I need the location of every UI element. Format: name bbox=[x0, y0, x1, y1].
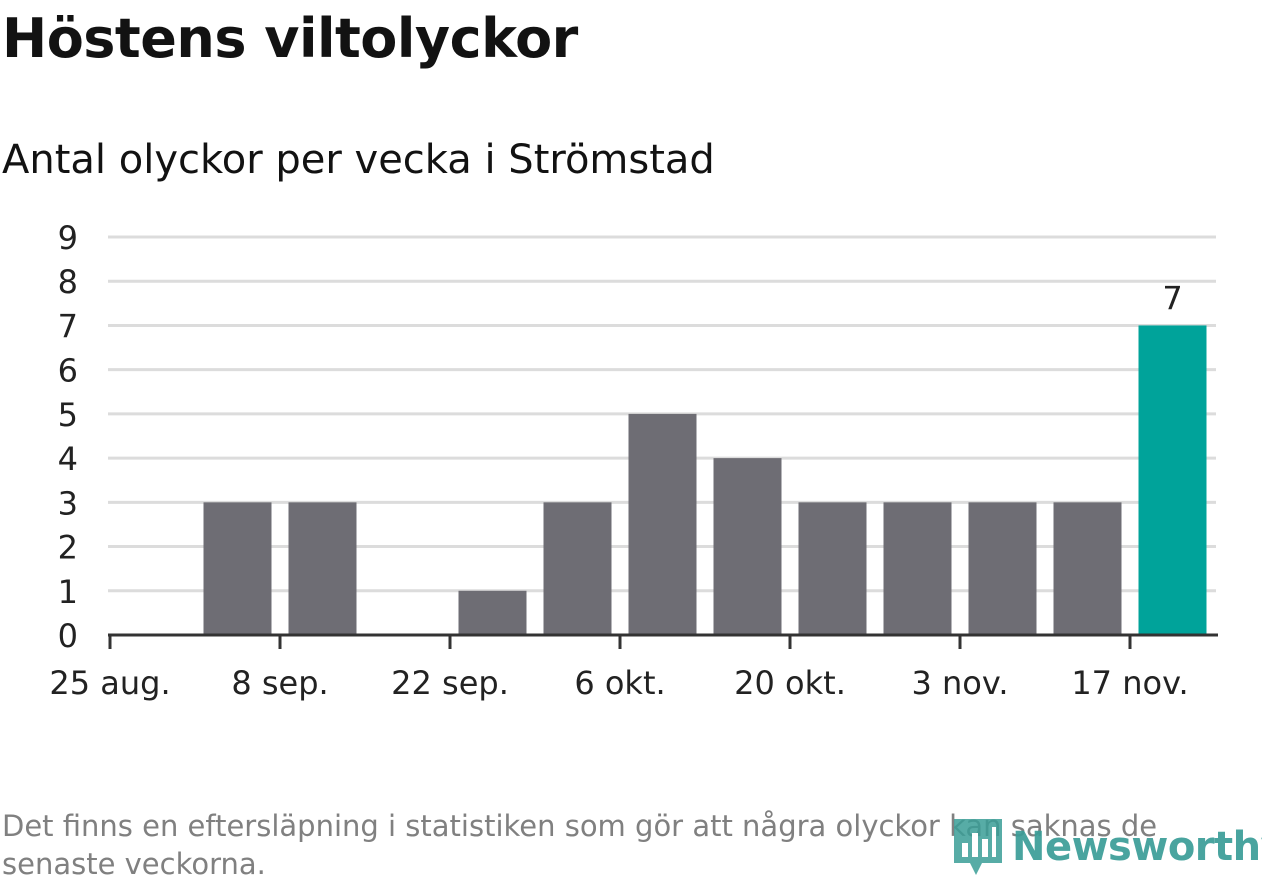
x-tick-label: 25 aug. bbox=[49, 664, 170, 702]
newsworthy-logo-icon bbox=[954, 819, 1002, 875]
bar bbox=[883, 502, 952, 635]
y-tick-label: 9 bbox=[58, 219, 78, 257]
y-tick-label: 2 bbox=[58, 529, 78, 567]
chart-title: Höstens viltolyckor bbox=[2, 7, 578, 70]
bar bbox=[203, 502, 272, 635]
x-tick-label: 6 okt. bbox=[574, 664, 665, 702]
bar-chart: 0 1 2 3 4 5 6 7 8 9 7 25 aug. 8 sep. 22 sep. 6 okt. 20 … bbox=[49, 219, 1218, 702]
newsworthy-logo: Newsworthy bbox=[950, 814, 1262, 880]
logo-text: Newsworthy bbox=[1012, 824, 1262, 870]
bar bbox=[713, 458, 782, 635]
y-tick-label: 0 bbox=[58, 617, 78, 655]
bar bbox=[1138, 325, 1207, 635]
y-tick-label: 8 bbox=[58, 263, 78, 301]
y-tick-label: 7 bbox=[58, 307, 78, 345]
x-tick-label: 17 nov. bbox=[1071, 664, 1188, 702]
bar bbox=[968, 502, 1037, 635]
x-tick-label: 8 sep. bbox=[231, 664, 328, 702]
bar bbox=[458, 590, 527, 635]
bar bbox=[798, 502, 867, 635]
x-tick-label: 22 sep. bbox=[391, 664, 509, 702]
y-tick-label: 4 bbox=[58, 440, 78, 478]
data-label: 7 bbox=[1162, 279, 1182, 317]
bar bbox=[1053, 502, 1122, 635]
bar bbox=[288, 502, 357, 635]
y-tick-label: 3 bbox=[58, 484, 78, 522]
y-tick-label: 1 bbox=[58, 573, 78, 611]
x-tick-label: 20 okt. bbox=[734, 664, 846, 702]
chart-subtitle: Antal olyckor per vecka i Strömstad bbox=[2, 137, 715, 183]
bar bbox=[543, 502, 612, 635]
y-tick-label: 6 bbox=[58, 352, 78, 390]
x-tick-label: 3 nov. bbox=[911, 664, 1008, 702]
bar bbox=[628, 413, 697, 635]
y-tick-label: 5 bbox=[58, 396, 78, 434]
